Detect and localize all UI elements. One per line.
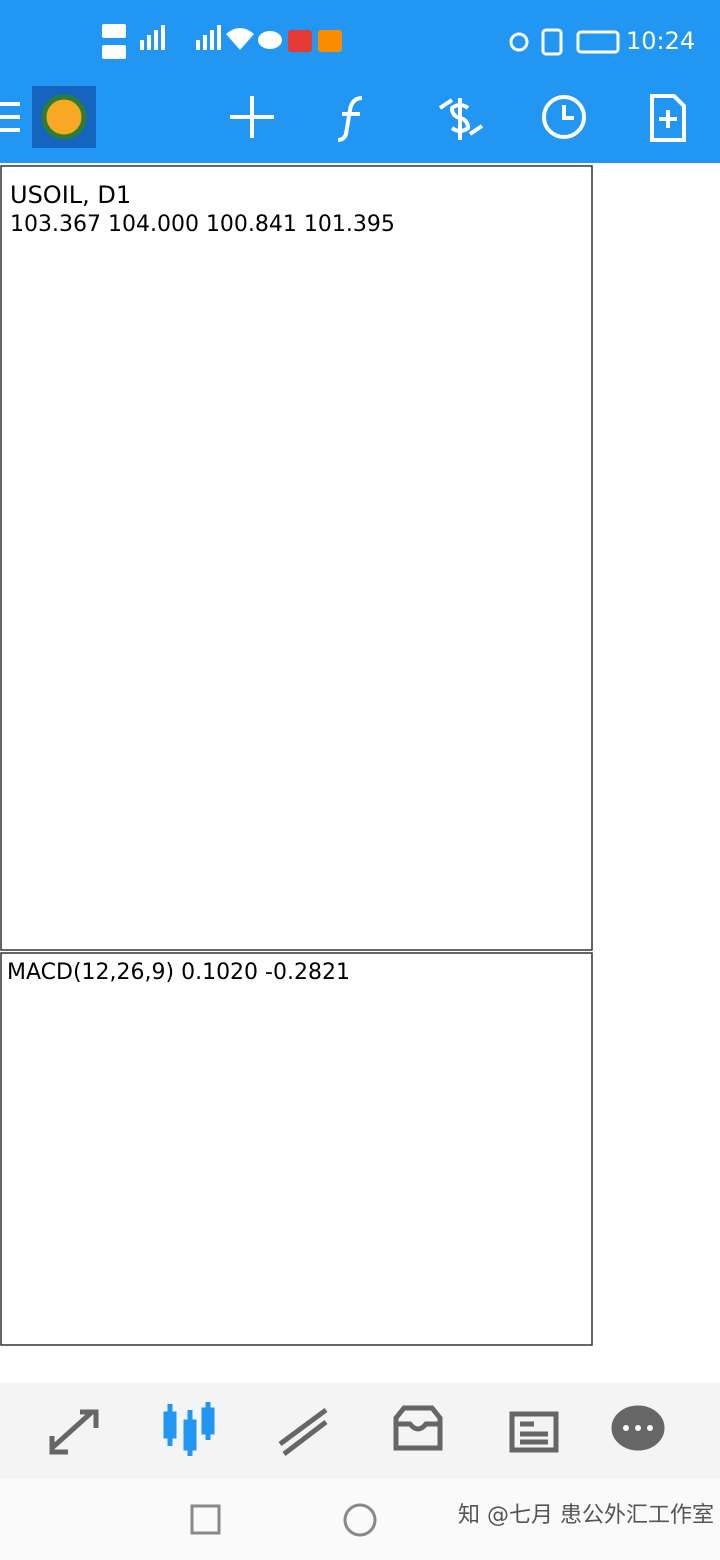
news-tab[interactable] xyxy=(509,1411,559,1453)
clock: 10:24 xyxy=(626,27,695,55)
watermark: 知 @七月 患公外汇工作室 xyxy=(458,1503,714,1528)
trade-button[interactable] xyxy=(438,98,484,140)
function-button[interactable] xyxy=(337,96,363,142)
crosshair-button[interactable] xyxy=(230,96,274,138)
status-icons xyxy=(102,24,620,59)
ohlc-readout: 103.367 104.000 100.841 101.395 xyxy=(10,212,395,237)
periods-button[interactable] xyxy=(542,95,586,139)
macd-panel xyxy=(0,952,593,1346)
price-panel xyxy=(0,165,593,951)
bottom-nav xyxy=(0,1383,720,1479)
trade-tab[interactable] xyxy=(278,1407,328,1456)
macd-label: MACD(12,26,9) 0.1020 -0.2821 xyxy=(7,960,350,985)
chart-tab[interactable] xyxy=(163,1402,215,1456)
new-order-button[interactable] xyxy=(650,94,686,142)
home-button[interactable] xyxy=(343,1503,377,1537)
toolbar-icons xyxy=(0,86,686,148)
menu-button[interactable] xyxy=(0,102,20,132)
history-tab[interactable] xyxy=(393,1405,443,1451)
quotes-tab[interactable] xyxy=(49,1409,99,1455)
recents-button[interactable] xyxy=(190,1504,221,1535)
system-nav xyxy=(0,1479,720,1560)
symbol-title: USOIL, D1 xyxy=(10,181,131,209)
